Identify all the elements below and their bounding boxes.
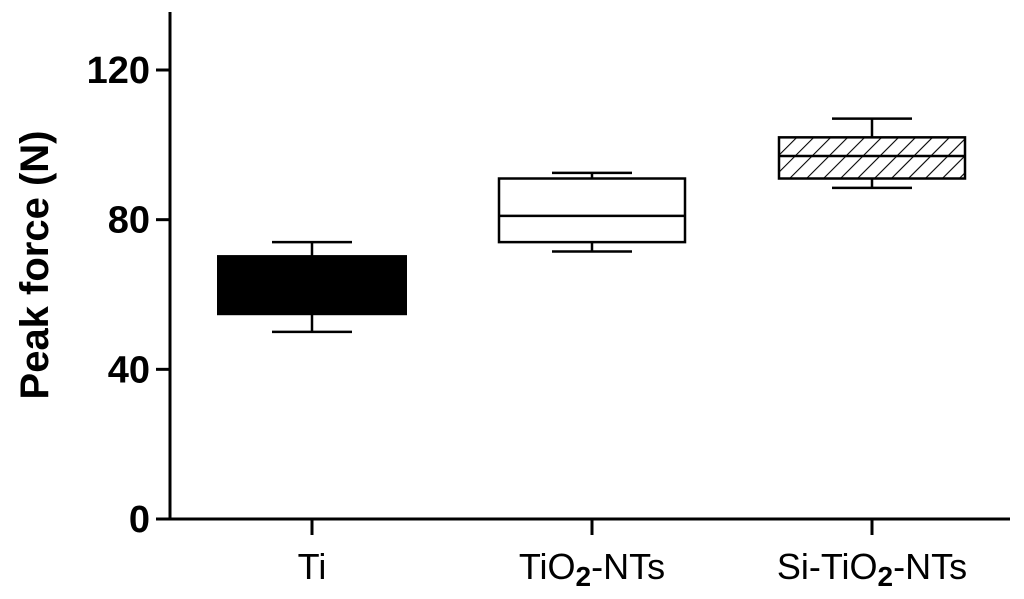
y-tick-label: 120 [87, 50, 150, 92]
y-tick-label: 0 [129, 499, 150, 541]
x-tick-label-subscript: 2 [576, 561, 592, 592]
x-tick-label: TiO2-NTs [519, 546, 665, 592]
x-tick-label-main: Si-TiO [777, 546, 878, 587]
box-iqr [217, 255, 407, 316]
x-tick-label-main: Ti [298, 546, 327, 587]
y-axis-title: Peak force (N) [13, 131, 57, 400]
box-1 [217, 240, 407, 334]
box-iqr [777, 136, 967, 180]
boxes [217, 117, 967, 334]
box-3 [777, 117, 967, 190]
x-tick-label: Ti [298, 546, 327, 587]
x-tick-label: Si-TiO2-NTs [777, 546, 967, 592]
x-tick-label-main: TiO [519, 546, 576, 587]
x-tick-label-suffix: -NTs [893, 546, 967, 587]
y-tick-label: 40 [108, 349, 150, 391]
x-tick-label-subscript: 2 [878, 561, 894, 592]
y-tick-label: 80 [108, 200, 150, 242]
box-2 [497, 171, 687, 253]
box-iqr [497, 177, 687, 244]
x-tick-label-suffix: -NTs [591, 546, 665, 587]
